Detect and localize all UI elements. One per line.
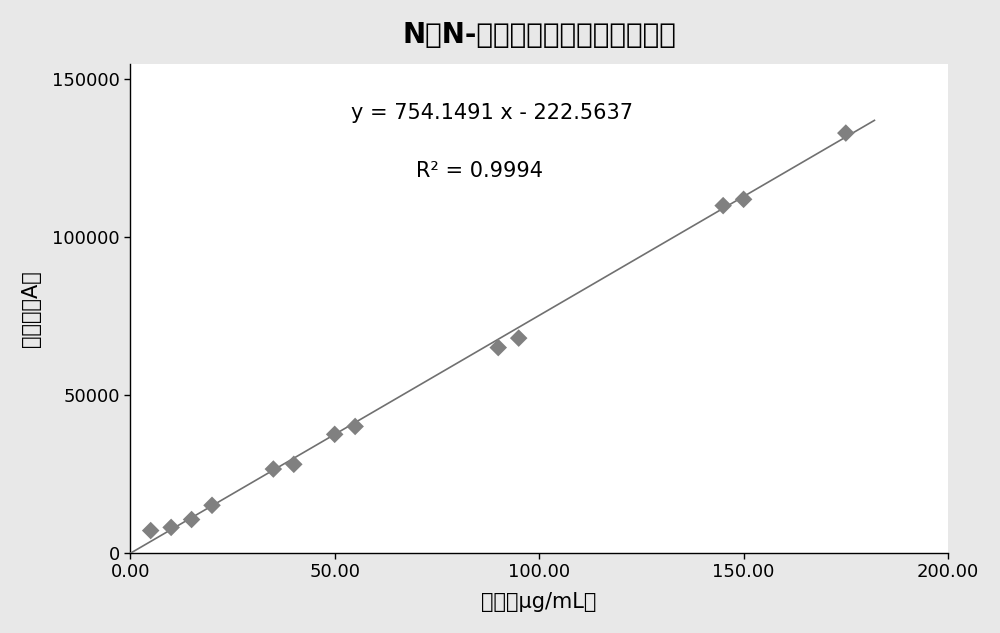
Title: N，N-二甲基甲酰胺线性关系试验: N，N-二甲基甲酰胺线性关系试验 bbox=[402, 21, 676, 49]
Text: y = 754.1491 x - 222.5637: y = 754.1491 x - 222.5637 bbox=[351, 103, 633, 123]
Point bbox=[347, 422, 363, 432]
Point bbox=[265, 464, 281, 474]
Point bbox=[204, 500, 220, 510]
Point bbox=[163, 522, 179, 532]
Point bbox=[143, 525, 159, 536]
Point bbox=[838, 128, 854, 138]
Text: R² = 0.9994: R² = 0.9994 bbox=[416, 161, 543, 182]
X-axis label: 浓度（μg/mL）: 浓度（μg/mL） bbox=[481, 592, 597, 612]
Point bbox=[286, 460, 302, 470]
Y-axis label: 峰面积（A）: 峰面积（A） bbox=[21, 270, 41, 346]
Point bbox=[736, 194, 752, 204]
Point bbox=[327, 429, 343, 439]
Point bbox=[511, 333, 527, 343]
Point bbox=[184, 515, 200, 525]
Point bbox=[490, 342, 506, 353]
Point bbox=[715, 201, 731, 211]
